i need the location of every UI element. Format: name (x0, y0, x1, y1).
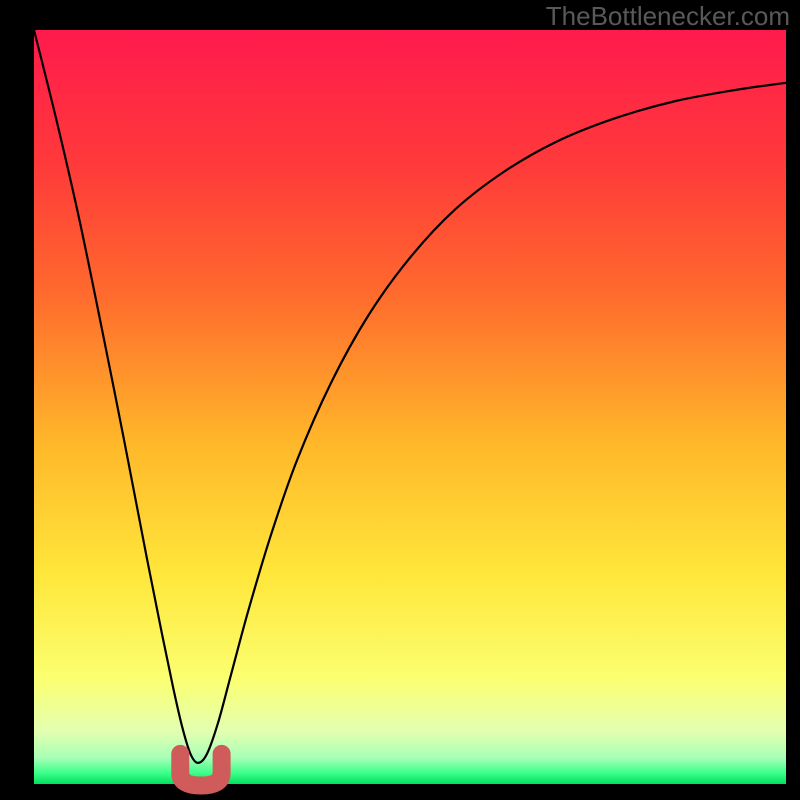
figure-root: TheBottlenecker.com (0, 0, 800, 800)
chart-svg (34, 30, 786, 784)
border-right (786, 0, 800, 800)
border-bottom (0, 784, 800, 800)
border-left (0, 0, 34, 800)
watermark-text: TheBottlenecker.com (546, 1, 790, 32)
plot-area (34, 30, 786, 784)
bottleneck-curve (34, 30, 786, 763)
optimum-marker (180, 754, 221, 786)
